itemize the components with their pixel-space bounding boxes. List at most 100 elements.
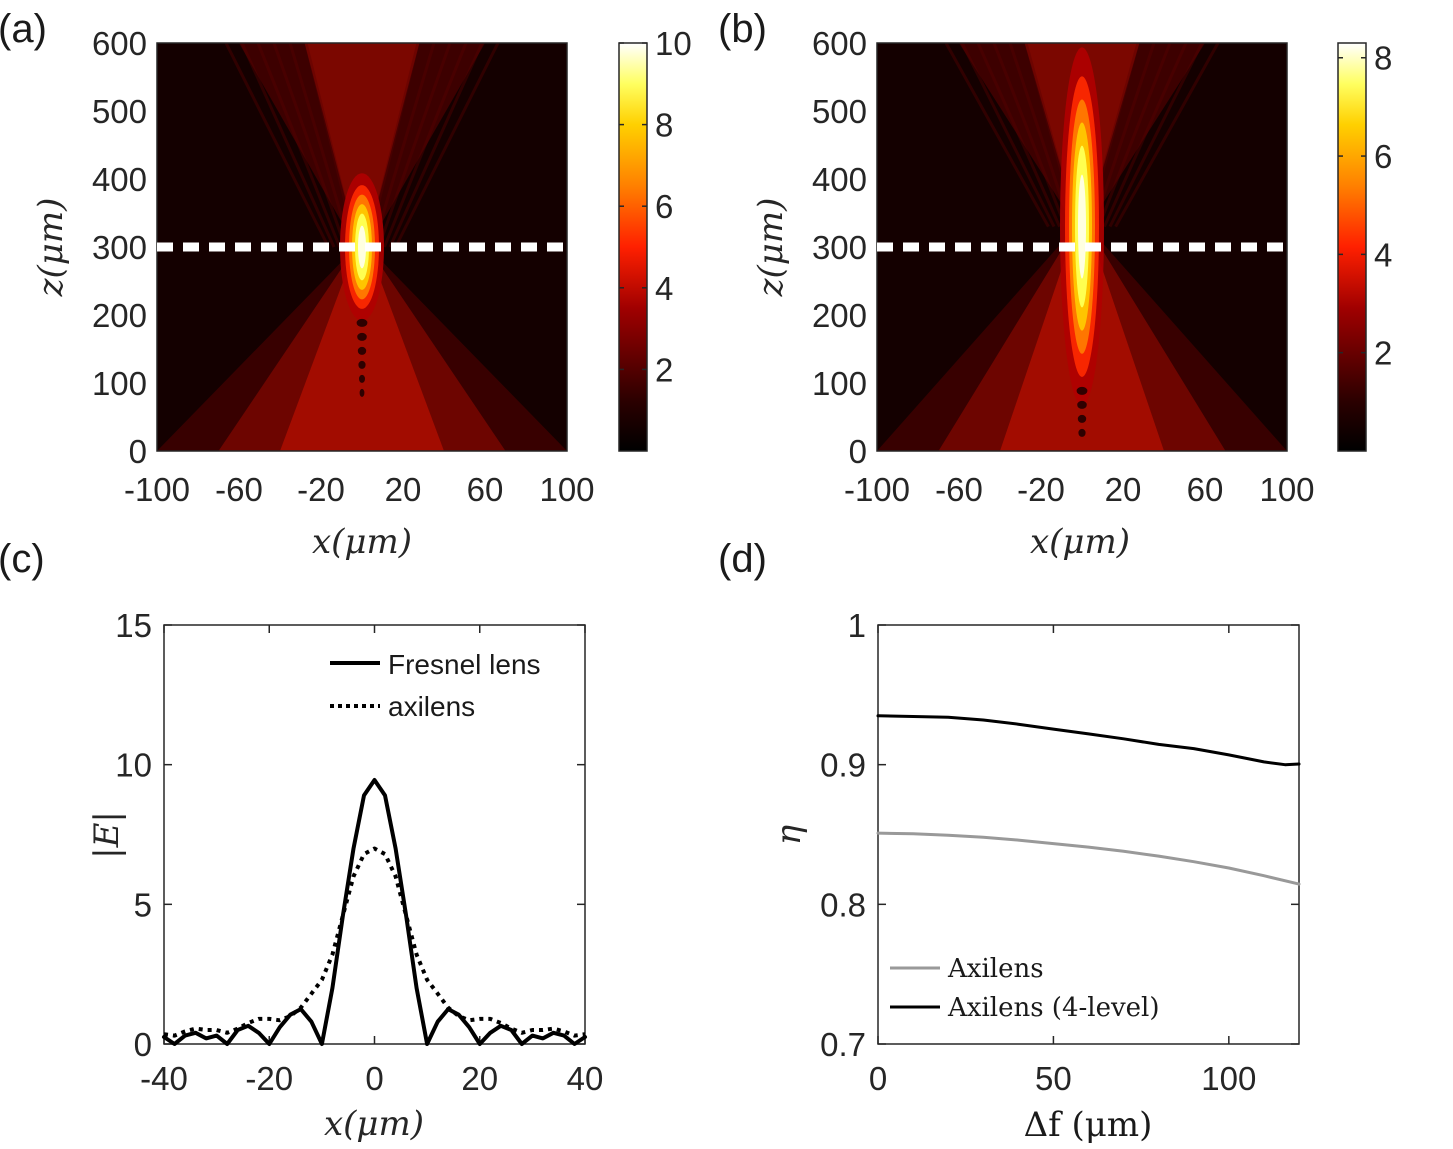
y-axis-label-a: z(μm) bbox=[31, 198, 71, 298]
colorbar-tick-label: 8 bbox=[1374, 40, 1392, 77]
x-tick-label: 20 bbox=[385, 471, 422, 508]
x-tick-label: -60 bbox=[935, 471, 983, 508]
legend-box-d bbox=[884, 950, 1186, 1030]
colorbar-tick-label: 4 bbox=[655, 270, 673, 307]
y-axis-label-c: |E| bbox=[87, 811, 127, 859]
side-fringe bbox=[240, 43, 336, 248]
y-tick-label: 0.7 bbox=[820, 1026, 866, 1063]
diverging-beam bbox=[239, 43, 485, 247]
field-layer bbox=[877, 43, 1287, 451]
x-tick-label: 100 bbox=[1201, 1060, 1256, 1097]
colorbar-tick-label: 6 bbox=[1374, 138, 1392, 175]
panel-label-c: (c) bbox=[0, 537, 45, 581]
x-axis-label-b: x(μm) bbox=[1030, 522, 1130, 562]
y-tick-label: 200 bbox=[812, 297, 867, 334]
y-tick-labels-a: 0 100 200 300 400 500 600 bbox=[92, 25, 147, 470]
side-fringe bbox=[383, 43, 468, 248]
series-line-axilens bbox=[163, 846, 586, 1038]
x-tick-labels-d: 0 50 100 bbox=[869, 1060, 1257, 1097]
colorbar-a bbox=[618, 42, 648, 452]
side-fringe bbox=[1108, 43, 1204, 228]
side-fringe bbox=[272, 43, 347, 248]
side-fringe bbox=[256, 43, 341, 248]
x-tick-label: 60 bbox=[1187, 471, 1224, 508]
axial-node bbox=[359, 388, 365, 397]
y-tick-label: 400 bbox=[812, 161, 867, 198]
colorbar-tick-label: 10 bbox=[655, 25, 692, 62]
axial-node bbox=[1078, 428, 1086, 437]
focal-spot-layer bbox=[1078, 174, 1086, 279]
panel-label-a: (a) bbox=[0, 7, 47, 51]
y-tick-label: 300 bbox=[92, 229, 147, 266]
x-tick-label: 100 bbox=[539, 471, 594, 508]
x-axis-label-c: x(μm) bbox=[324, 1104, 424, 1144]
side-fringe bbox=[960, 43, 1056, 228]
y-tick-label: 0.9 bbox=[820, 747, 866, 784]
side-fringe bbox=[388, 43, 484, 248]
y-tick-label: 1 bbox=[848, 607, 866, 644]
side-fringe bbox=[1103, 43, 1188, 228]
series-lines-c bbox=[162, 778, 587, 1046]
diverging-beam-core bbox=[304, 43, 420, 247]
legend-label-axilens: axilens bbox=[388, 691, 475, 722]
side-fringe bbox=[1097, 43, 1172, 228]
axes-frame-c bbox=[163, 624, 586, 1045]
y-axis-label-d: η bbox=[769, 824, 809, 845]
side-fringe bbox=[288, 43, 353, 248]
colorbar-ticks-b: 2 4 6 8 bbox=[1338, 40, 1392, 372]
series-line-axilens-4-level bbox=[876, 714, 1301, 767]
side-fringe bbox=[944, 43, 1050, 228]
tick-marks-d bbox=[877, 624, 1299, 1045]
panel-label-d: (d) bbox=[718, 537, 767, 581]
y-tick-label: 300 bbox=[812, 229, 867, 266]
panel-b: (b) -100 -60 -20 20 60 100 010020030040050060… bbox=[718, 7, 1392, 562]
y-tick-label: 100 bbox=[92, 365, 147, 402]
y-tick-label: 600 bbox=[812, 25, 867, 62]
x-tick-label: 100 bbox=[1259, 471, 1314, 508]
side-fringe bbox=[992, 43, 1067, 228]
x-tick-label: 40 bbox=[567, 1060, 604, 1097]
colorbar-tick-label: 2 bbox=[1374, 335, 1392, 372]
y-tick-label: 600 bbox=[92, 25, 147, 62]
series-line-axilens bbox=[876, 831, 1301, 886]
x-tick-label: -40 bbox=[140, 1060, 188, 1097]
side-fringe bbox=[394, 43, 500, 248]
y-tick-label: 15 bbox=[115, 607, 152, 644]
side-fringe bbox=[371, 43, 436, 248]
x-tick-labels-b: -100 -60 -20 20 60 100 bbox=[844, 471, 1315, 508]
y-tick-label: 500 bbox=[92, 93, 147, 130]
panel-d: (d) 0 50 100 0.7 0.8 0.9 1 Δf (μm) η Axilens … bbox=[718, 537, 1301, 1145]
y-tick-label: 500 bbox=[812, 93, 867, 130]
y-axis-label-b: z(μm) bbox=[751, 198, 791, 298]
series-line-fresnel-lens bbox=[162, 778, 587, 1046]
x-tick-label: -20 bbox=[245, 1060, 293, 1097]
y-tick-label: 0 bbox=[849, 433, 867, 470]
panel-label-b: (b) bbox=[718, 7, 767, 51]
x-tick-label: 20 bbox=[461, 1060, 498, 1097]
y-tick-label: 0.8 bbox=[820, 886, 866, 923]
legend-c: Fresnel lens axilens bbox=[330, 649, 541, 722]
x-tick-label: 0 bbox=[365, 1060, 383, 1097]
axial-node bbox=[359, 374, 365, 383]
axial-node bbox=[358, 360, 366, 369]
focal-spot-layer bbox=[358, 225, 366, 269]
side-fringe bbox=[976, 43, 1061, 228]
colorbar-tick-label: 8 bbox=[655, 107, 673, 144]
y-tick-label: 100 bbox=[812, 365, 867, 402]
x-tick-label: 0 bbox=[869, 1060, 887, 1097]
legend-d: Axilens Axilens (4-level) bbox=[890, 954, 1160, 1023]
x-axis-label-a: x(μm) bbox=[312, 522, 412, 562]
x-tick-label: 60 bbox=[467, 471, 504, 508]
field-layer bbox=[157, 43, 567, 451]
side-fringe bbox=[224, 43, 330, 248]
x-tick-label: 50 bbox=[1035, 1060, 1072, 1097]
y-tick-label: 10 bbox=[115, 747, 152, 784]
colorbar-tick-label: 4 bbox=[1374, 236, 1392, 273]
y-tick-label: 400 bbox=[92, 161, 147, 198]
axial-node bbox=[1076, 386, 1088, 395]
series-lines-d bbox=[876, 714, 1301, 886]
x-tick-label: -20 bbox=[297, 471, 345, 508]
y-tick-label: 5 bbox=[134, 886, 152, 923]
side-fringe bbox=[377, 43, 452, 248]
